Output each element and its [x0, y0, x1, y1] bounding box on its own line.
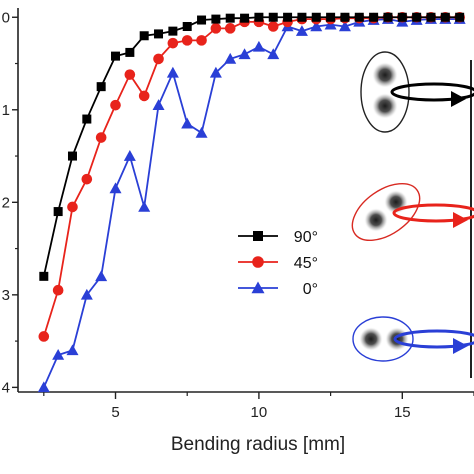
- data-point: [123, 150, 136, 161]
- data-point: [109, 182, 122, 194]
- series-line: [42, 16, 460, 277]
- data-point: [124, 69, 136, 80]
- data-point: [153, 53, 164, 65]
- data-point: [182, 22, 192, 32]
- mode-pattern-45-icon: [351, 183, 474, 241]
- mode-pattern-0-icon: [352, 316, 474, 362]
- data-point: [252, 256, 264, 268]
- data-point: [268, 12, 278, 22]
- legend-entry: 0°: [238, 281, 318, 298]
- data-point: [311, 12, 321, 22]
- data-point: [82, 114, 92, 124]
- data-point: [426, 12, 436, 22]
- data-point: [96, 82, 106, 92]
- series-square: [39, 12, 465, 281]
- data-point: [197, 15, 207, 25]
- legend-entry: 90°: [238, 229, 318, 246]
- data-point: [267, 21, 279, 32]
- data-point: [240, 13, 250, 23]
- y-tick-label: 3: [2, 287, 10, 304]
- data-point: [39, 271, 49, 281]
- data-point: [181, 117, 194, 129]
- plot-frame: [17, 8, 474, 393]
- data-point: [295, 25, 308, 36]
- data-point: [196, 35, 207, 46]
- x-axis-title: Bending radius [mm]: [171, 434, 345, 455]
- data-point: [111, 51, 121, 61]
- data-point: [310, 20, 323, 32]
- x-tick-label: 10: [251, 404, 268, 421]
- data-point: [66, 344, 79, 356]
- data-point: [138, 200, 151, 212]
- legend-entry: 45°: [238, 255, 318, 272]
- data-point: [238, 48, 251, 60]
- data-point: [53, 207, 63, 217]
- y-tick-label: 2: [2, 194, 10, 211]
- data-point: [81, 173, 93, 185]
- data-point: [211, 14, 221, 24]
- data-point: [338, 20, 351, 32]
- data-point: [253, 231, 263, 241]
- data-point: [297, 12, 307, 22]
- data-point: [95, 132, 107, 143]
- data-point: [37, 381, 50, 393]
- data-point: [224, 52, 237, 64]
- data-point: [95, 270, 108, 282]
- data-point: [52, 348, 65, 360]
- data-point: [326, 12, 336, 22]
- data-point: [397, 12, 407, 22]
- data-point: [67, 201, 78, 213]
- data-point: [455, 12, 465, 22]
- data-point: [369, 12, 379, 22]
- data-point: [67, 151, 77, 161]
- data-point: [252, 40, 265, 52]
- data-point: [209, 66, 222, 78]
- data-point: [154, 29, 164, 39]
- axis-ticks: [12, 16, 474, 399]
- data-point: [383, 12, 393, 22]
- data-point: [354, 12, 364, 22]
- data-point: [340, 12, 350, 22]
- fiber-illustration: [351, 51, 474, 378]
- legend: 90° 45° 0°: [238, 229, 318, 298]
- series-layer: [37, 11, 466, 393]
- data-point: [167, 37, 179, 49]
- data-point: [138, 90, 150, 102]
- legend-label: 45°: [294, 255, 318, 272]
- data-point: [38, 331, 50, 342]
- data-point: [125, 47, 135, 57]
- data-point: [110, 99, 121, 111]
- data-point: [181, 35, 193, 46]
- mode-pattern-90-icon: [360, 51, 474, 133]
- data-point: [224, 23, 236, 34]
- y-tick-label: 0: [2, 9, 10, 26]
- data-point: [251, 281, 265, 294]
- legend-label: 0°: [303, 281, 318, 298]
- data-point: [210, 23, 222, 34]
- data-point: [440, 12, 450, 22]
- data-point: [195, 126, 208, 138]
- data-point: [139, 31, 149, 41]
- data-point: [283, 12, 293, 22]
- x-tick-label: 15: [394, 404, 411, 421]
- data-point: [225, 13, 235, 23]
- x-tick-label: 5: [111, 404, 119, 421]
- data-point: [267, 48, 280, 60]
- data-point: [166, 66, 179, 78]
- data-point: [52, 284, 64, 296]
- data-point: [168, 26, 178, 36]
- y-tick-label: 1: [2, 102, 10, 119]
- data-point: [412, 12, 422, 22]
- data-point: [80, 288, 93, 300]
- axis-tick-labels: 5 10 15 0 1 2 3 4: [2, 9, 411, 421]
- data-point: [254, 12, 264, 22]
- legend-label: 90°: [294, 229, 318, 246]
- data-point: [152, 99, 165, 110]
- y-tick-label: 4: [2, 379, 10, 396]
